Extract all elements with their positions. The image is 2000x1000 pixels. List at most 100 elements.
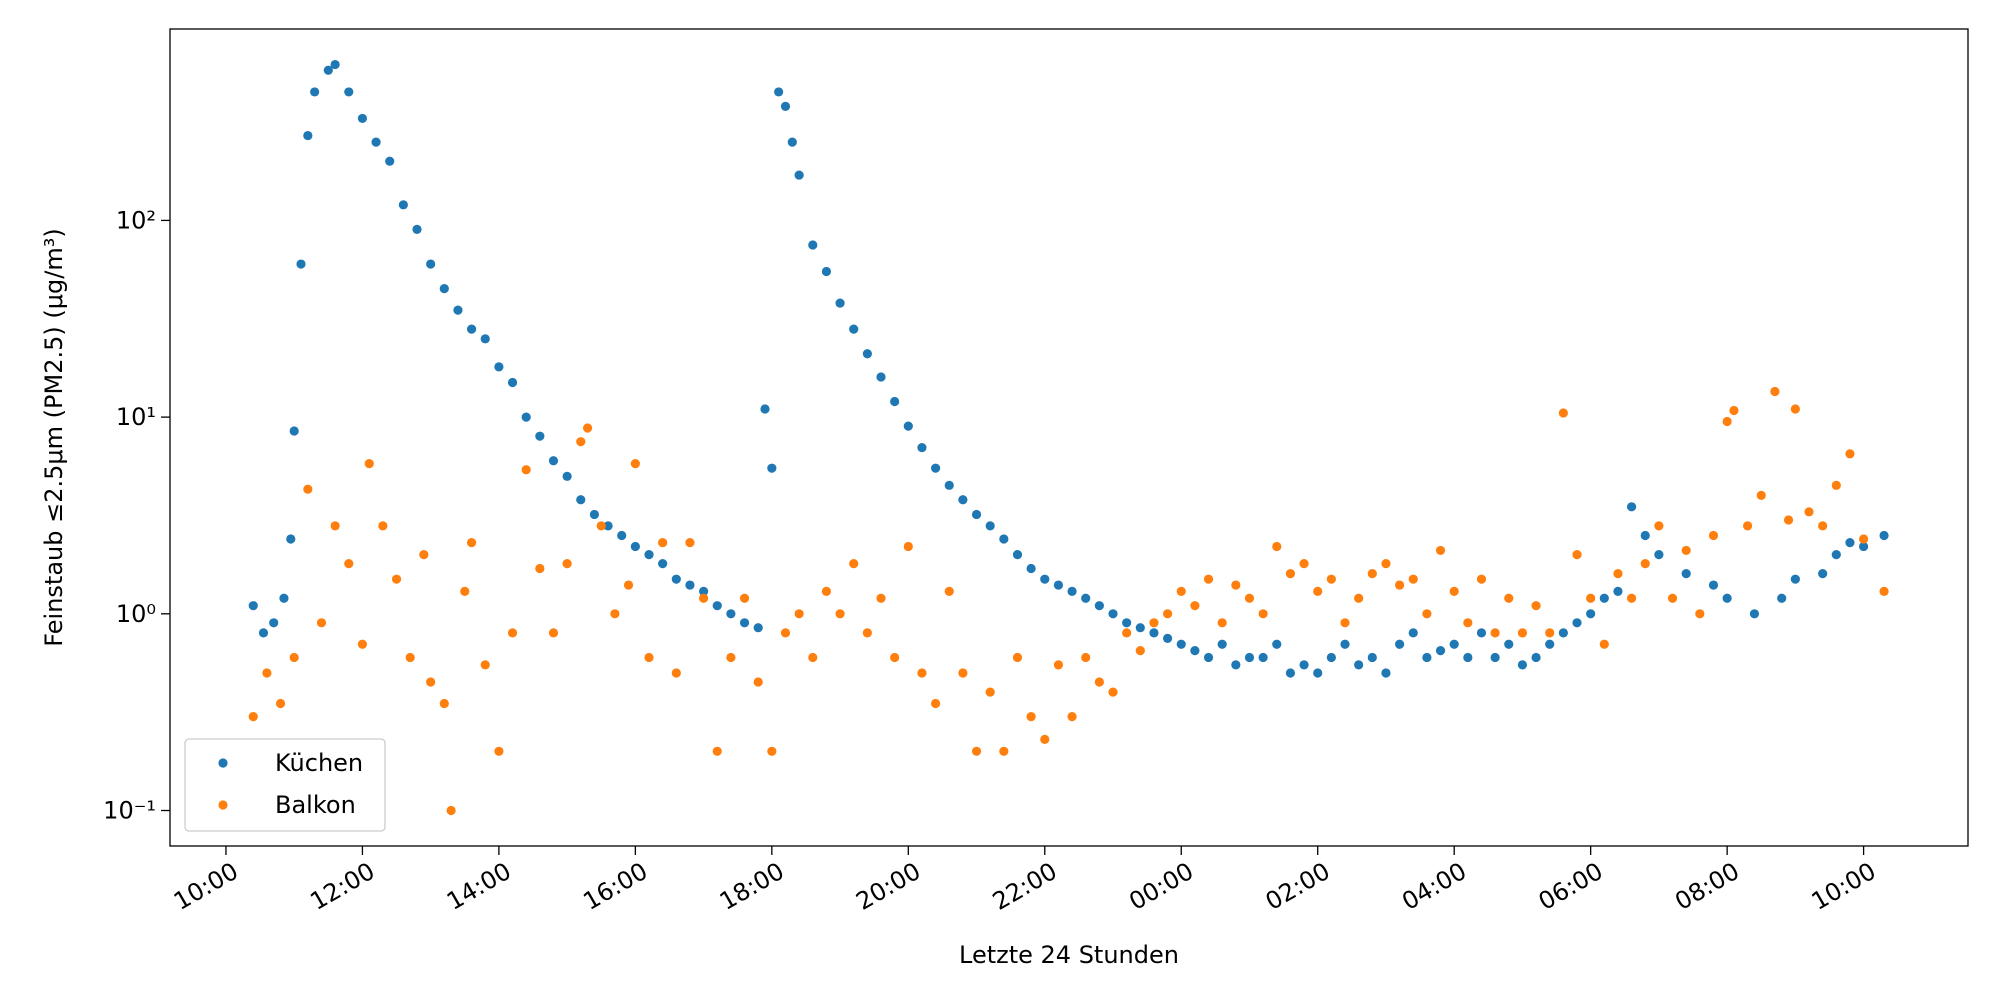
point bbox=[1695, 609, 1705, 619]
point bbox=[1067, 586, 1077, 596]
series-points bbox=[248, 59, 1889, 678]
point bbox=[774, 87, 784, 97]
point bbox=[1476, 628, 1487, 638]
point bbox=[1135, 623, 1145, 633]
point bbox=[1879, 530, 1889, 541]
point bbox=[971, 746, 982, 756]
point bbox=[1879, 586, 1889, 596]
point bbox=[344, 87, 354, 97]
point bbox=[890, 396, 900, 407]
point bbox=[1859, 534, 1869, 544]
point bbox=[971, 509, 982, 520]
point bbox=[1463, 652, 1473, 663]
point bbox=[562, 558, 572, 569]
x-axis-label: Letzte 24 Stunden bbox=[959, 941, 1179, 969]
point bbox=[1285, 668, 1296, 678]
point bbox=[1217, 639, 1227, 649]
point bbox=[1053, 580, 1064, 590]
point bbox=[1326, 574, 1336, 584]
point bbox=[1517, 628, 1528, 638]
point bbox=[596, 521, 606, 531]
point bbox=[1149, 628, 1159, 638]
point bbox=[1094, 677, 1104, 687]
point bbox=[685, 580, 695, 590]
point bbox=[623, 580, 634, 590]
point bbox=[753, 677, 763, 687]
point bbox=[1558, 408, 1568, 418]
point bbox=[1395, 580, 1405, 590]
point bbox=[286, 534, 296, 544]
point bbox=[931, 463, 941, 473]
point bbox=[985, 521, 995, 531]
point bbox=[1640, 558, 1650, 569]
point bbox=[1422, 652, 1432, 663]
point bbox=[521, 465, 531, 475]
point bbox=[1408, 628, 1418, 638]
point bbox=[480, 660, 490, 670]
point bbox=[849, 558, 859, 569]
point bbox=[344, 558, 354, 569]
point bbox=[1743, 521, 1753, 531]
point bbox=[1108, 609, 1118, 619]
point bbox=[1122, 618, 1132, 628]
point bbox=[1804, 507, 1814, 517]
point bbox=[1545, 628, 1555, 638]
point bbox=[1783, 515, 1794, 525]
point bbox=[1217, 618, 1227, 628]
point bbox=[385, 156, 395, 166]
y-tick-label: 10² bbox=[116, 206, 156, 234]
point bbox=[371, 137, 381, 147]
point bbox=[917, 442, 927, 453]
point bbox=[357, 113, 368, 124]
point bbox=[480, 334, 490, 344]
point bbox=[589, 509, 600, 520]
plot-frame bbox=[169, 28, 1969, 847]
point bbox=[821, 586, 832, 596]
point bbox=[903, 421, 913, 431]
point bbox=[658, 558, 668, 569]
point bbox=[439, 698, 449, 709]
point bbox=[1859, 541, 1869, 552]
point bbox=[671, 574, 681, 584]
point bbox=[467, 324, 477, 334]
legend-marker bbox=[218, 758, 228, 768]
point bbox=[1476, 574, 1487, 584]
point bbox=[262, 668, 272, 678]
point bbox=[794, 170, 804, 180]
point bbox=[548, 456, 559, 466]
point bbox=[985, 687, 995, 697]
point bbox=[521, 412, 531, 422]
point bbox=[958, 495, 968, 505]
point bbox=[507, 377, 518, 388]
point bbox=[1176, 639, 1186, 649]
point bbox=[1558, 628, 1568, 638]
point bbox=[999, 746, 1009, 756]
point bbox=[1818, 521, 1828, 531]
point bbox=[712, 601, 722, 611]
point bbox=[1258, 609, 1268, 619]
point bbox=[780, 628, 791, 638]
point bbox=[1081, 593, 1091, 603]
point bbox=[760, 404, 770, 414]
point bbox=[1749, 609, 1760, 619]
point bbox=[1654, 549, 1664, 560]
point bbox=[767, 463, 777, 473]
point bbox=[576, 495, 586, 505]
point bbox=[808, 240, 818, 250]
point bbox=[1708, 530, 1719, 541]
point bbox=[1422, 609, 1432, 619]
y-tick-label: 10¹ bbox=[116, 403, 156, 431]
point bbox=[712, 746, 722, 756]
point bbox=[1517, 660, 1528, 670]
point bbox=[1572, 549, 1582, 560]
point bbox=[739, 593, 750, 603]
point bbox=[603, 521, 613, 531]
point bbox=[1053, 660, 1064, 670]
point bbox=[1244, 652, 1255, 663]
point bbox=[1613, 569, 1623, 579]
point bbox=[753, 623, 763, 633]
point bbox=[1272, 541, 1282, 552]
point bbox=[1094, 601, 1104, 611]
point bbox=[699, 593, 709, 603]
